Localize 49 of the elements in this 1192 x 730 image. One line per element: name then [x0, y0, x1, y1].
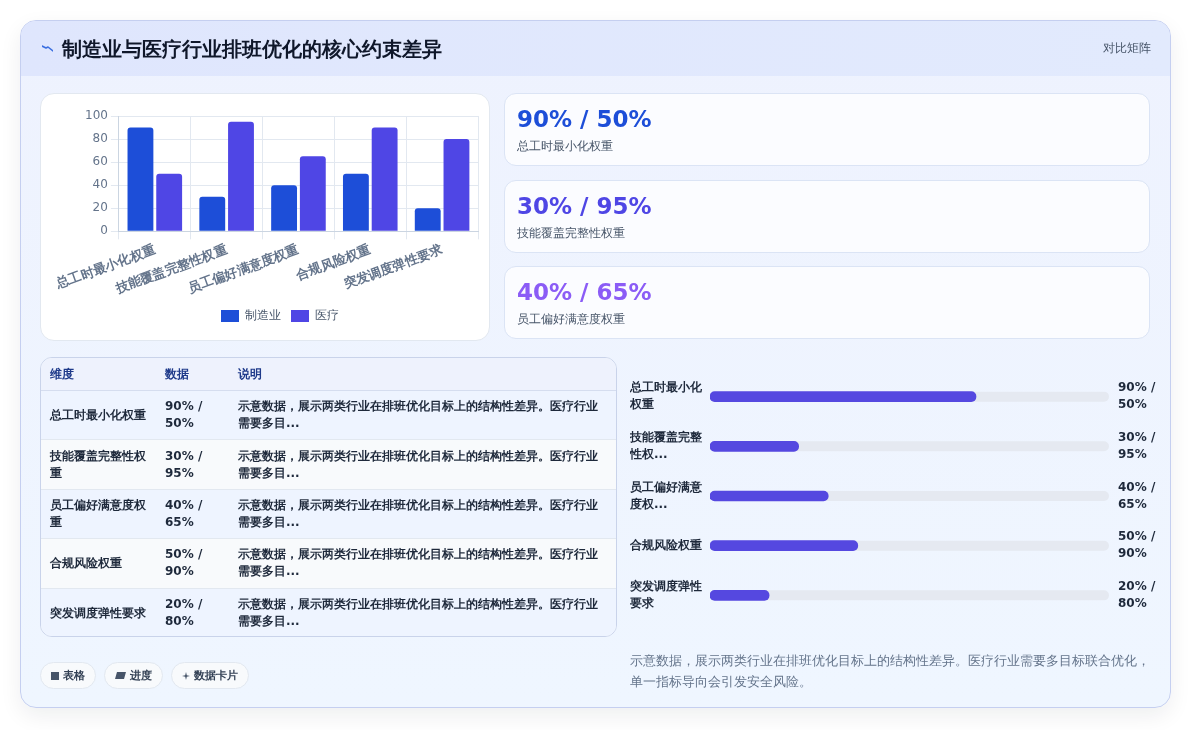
- data-label: 90% / 50%: [1118, 380, 1156, 412]
- bar: [710, 590, 770, 601]
- category-label: 员工偏好满意度权重: [49, 496, 147, 531]
- bar: [414, 208, 441, 231]
- legend-label: 制造业: [245, 308, 281, 323]
- y-tick-label: 总工时最小化权重: [629, 380, 703, 412]
- data-label: 50% / 90%: [1118, 529, 1156, 561]
- category-label: 技能覆盖完整性权重: [49, 447, 147, 482]
- bar: [342, 173, 369, 231]
- category-label: 技能覆盖完整性权重: [517, 224, 625, 241]
- text: 90% / 50%: [517, 106, 652, 132]
- y-tick-label: 20: [92, 200, 108, 215]
- bar: [443, 139, 470, 231]
- y-tick-label: 员工偏好满意度权...: [629, 479, 703, 511]
- category-label: 员工偏好满意度权重: [517, 311, 625, 327]
- y-tick-label: 技能覆盖完整性权...: [629, 430, 703, 461]
- tag-chip: 表格: [40, 662, 96, 689]
- y-tick-label: 合规风险权重: [629, 537, 702, 552]
- table-header-row: 维度 数据 说明: [41, 358, 616, 391]
- y-tick-label: 60: [92, 154, 108, 169]
- data-label: 40% / 65%: [1118, 479, 1156, 511]
- legend-label: 医疗: [315, 308, 339, 323]
- tag-chip: 进度: [104, 662, 163, 689]
- y-tick-label: 80: [92, 131, 108, 146]
- text: 示意数据，展示两类行业在排班优化目标上的结构性差异。医疗行业需要多目标联合优化，单一指标导向会引发安全风险。: [630, 652, 1151, 691]
- data-label: 30% / 95%: [1118, 429, 1156, 461]
- table-row: 员工偏好满意度权重 40% / 65% 示意数据，展示两类行业在排班优化目标上的结构性差异。医疗行业需要多目...: [41, 489, 616, 540]
- bar: [271, 185, 298, 231]
- table-row: 突发调度弹性要求 20% / 80% 示意数据，展示两类行业在排班优化目标上的结构性差异。医疗行业需要多目...: [41, 588, 616, 636]
- y-tick-label: 100: [85, 108, 108, 123]
- bar: [199, 196, 226, 231]
- bar: [228, 121, 254, 231]
- bar: [156, 173, 183, 231]
- bar: [127, 127, 154, 231]
- category-label: 合规风险权重: [49, 554, 123, 572]
- table-row: 总工时最小化权重 90% / 50% 示意数据，展示两类行业在排班优化目标上的结构性差异。医疗行业需要多目...: [41, 391, 616, 441]
- text: 制造业与医疗行业排班优化的核心约束差异: [62, 36, 442, 62]
- y-tick-label: 0: [100, 223, 108, 238]
- text: 40% / 65%: [517, 279, 652, 305]
- text: 30% / 95%: [517, 192, 652, 219]
- y-tick-label: 突发调度弹性要求: [629, 579, 702, 610]
- tag-chip: 数据卡片: [171, 662, 249, 689]
- y-tick-label: 40: [92, 177, 108, 192]
- bar: [299, 156, 326, 231]
- bar: [371, 127, 398, 231]
- text: 对比矩阵: [1103, 40, 1151, 56]
- category-label: 总工时最小化权重: [517, 138, 613, 154]
- data-label: 20% / 80%: [1118, 578, 1156, 610]
- bar: [710, 440, 799, 452]
